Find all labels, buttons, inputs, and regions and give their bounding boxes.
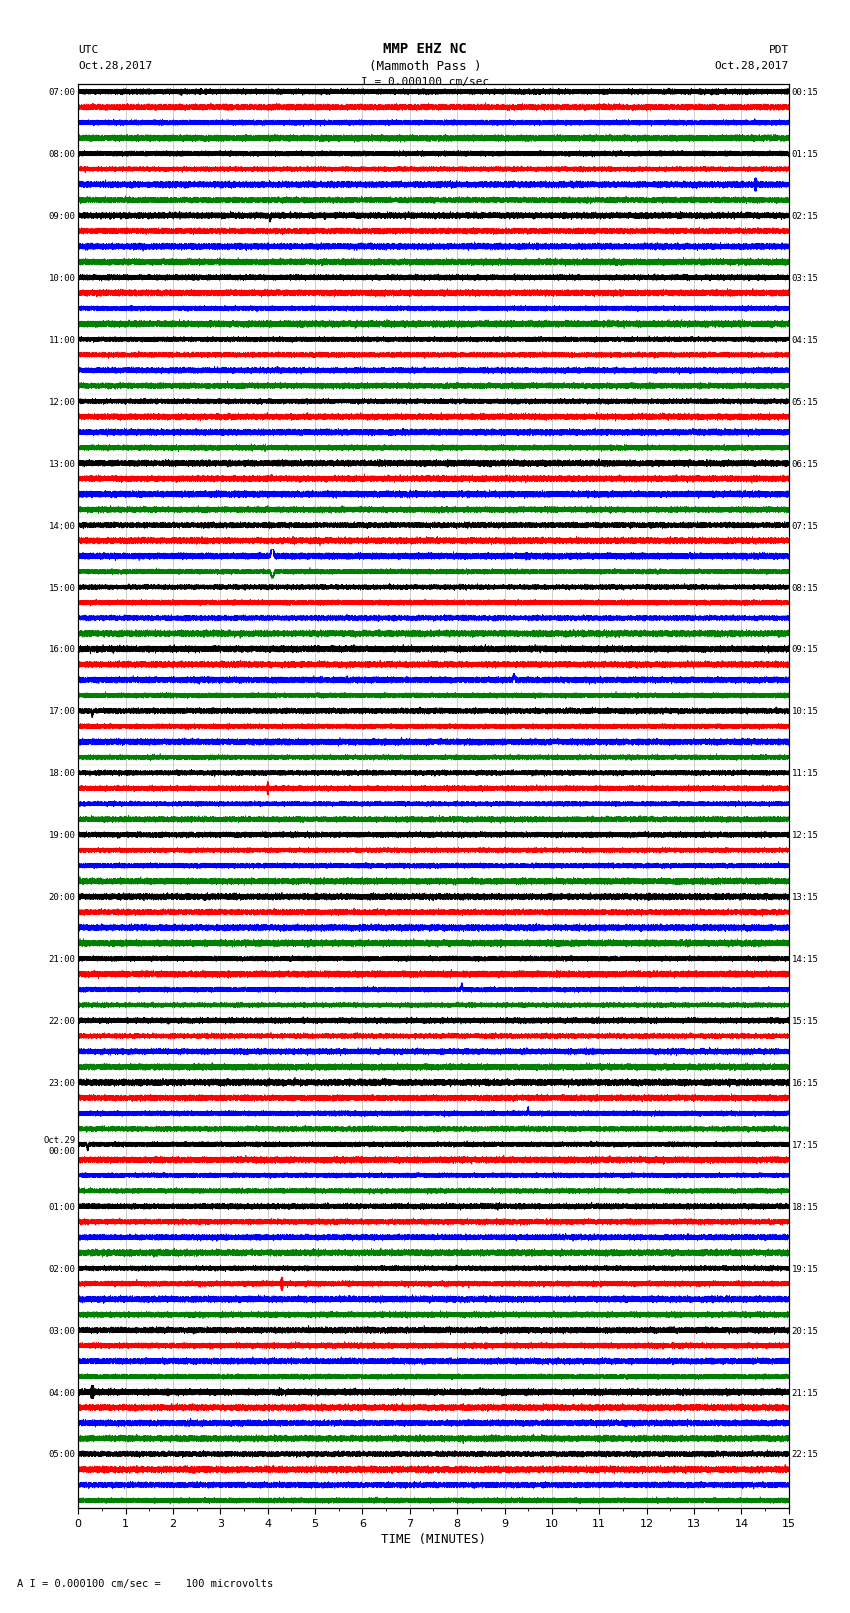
Text: MMP EHZ NC: MMP EHZ NC	[383, 42, 467, 56]
Text: Oct.28,2017: Oct.28,2017	[78, 61, 152, 71]
Text: A I = 0.000100 cm/sec =    100 microvolts: A I = 0.000100 cm/sec = 100 microvolts	[17, 1579, 273, 1589]
X-axis label: TIME (MINUTES): TIME (MINUTES)	[381, 1532, 486, 1545]
Text: (Mammoth Pass ): (Mammoth Pass )	[369, 60, 481, 73]
Text: I = 0.000100 cm/sec: I = 0.000100 cm/sec	[361, 77, 489, 87]
Text: UTC: UTC	[78, 45, 99, 55]
Text: PDT: PDT	[768, 45, 789, 55]
Text: Oct.28,2017: Oct.28,2017	[715, 61, 789, 71]
